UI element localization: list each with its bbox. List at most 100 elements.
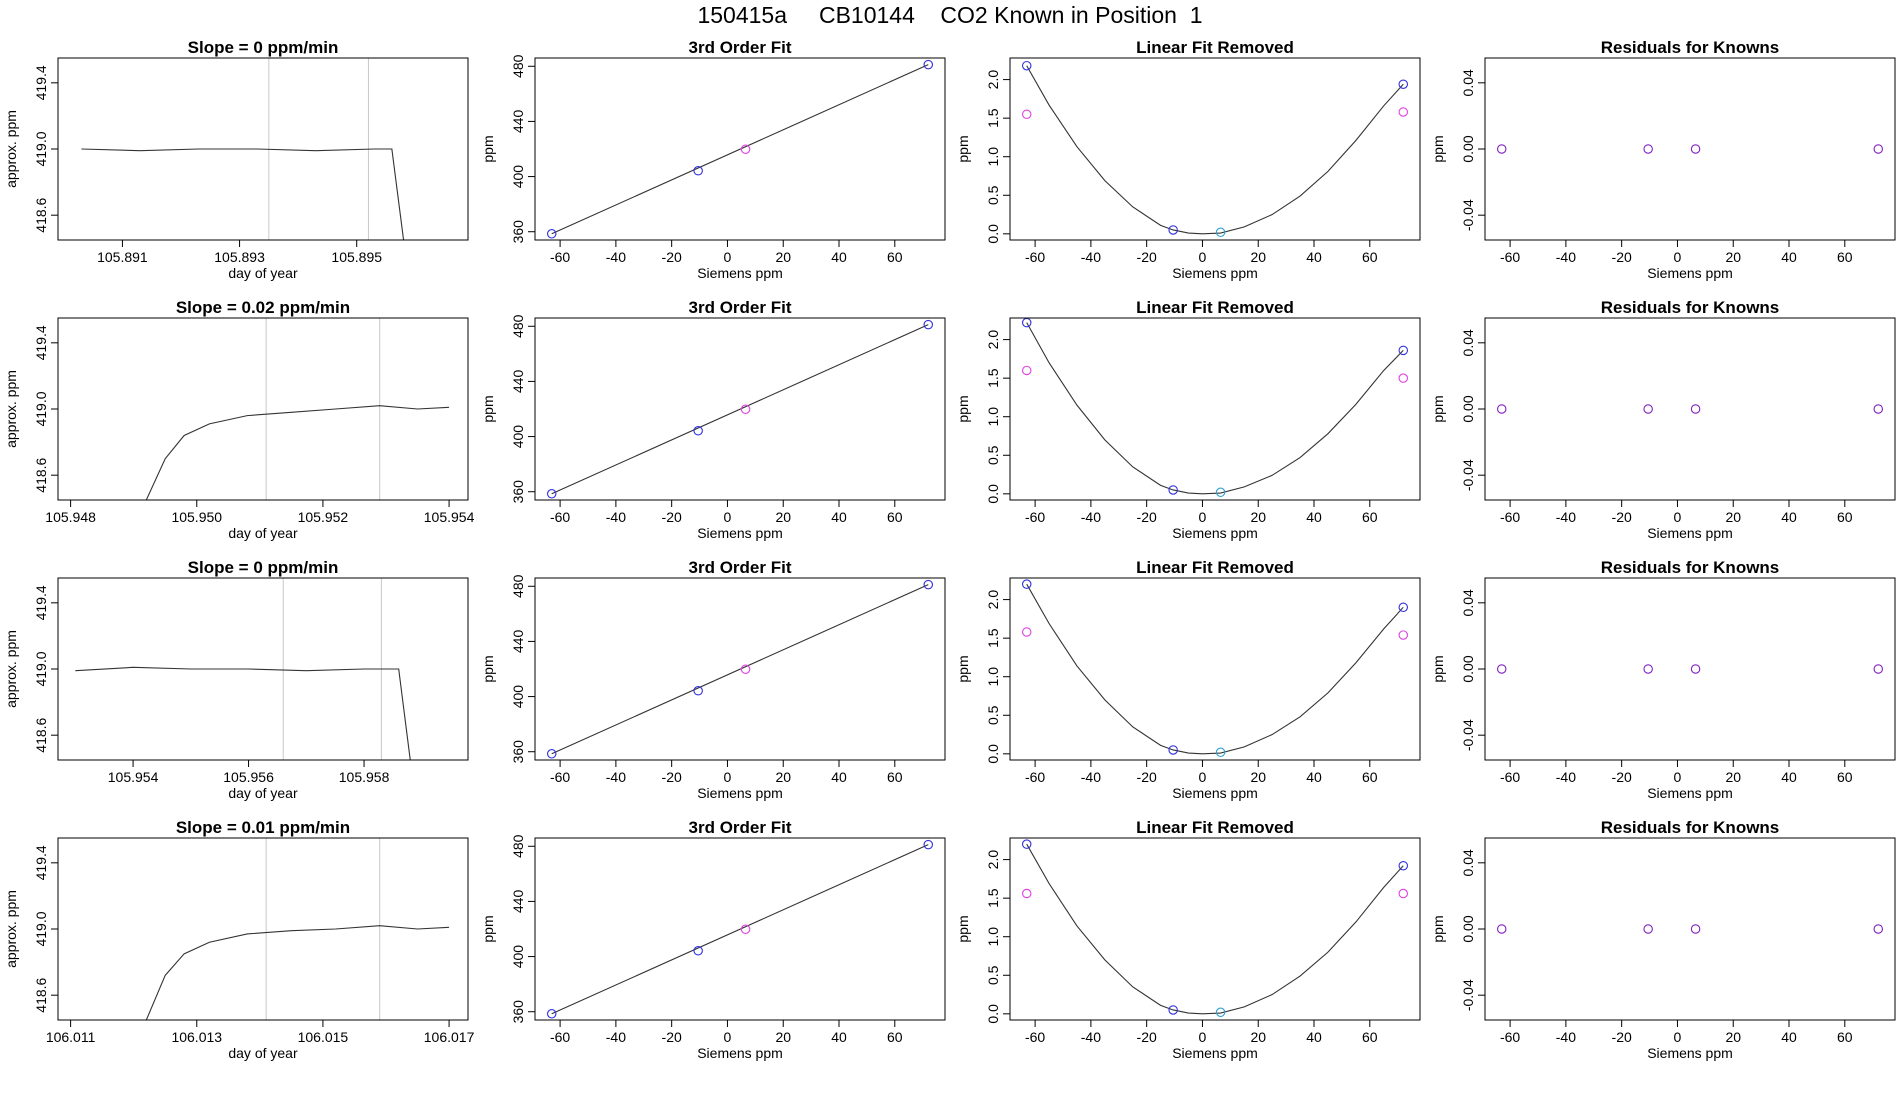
y-tick-label: 0.5 [985, 185, 1001, 205]
y-axis-label: ppm [1430, 915, 1446, 942]
x-tick-label: -40 [1081, 1029, 1101, 1045]
x-tick-label: -40 [1556, 249, 1576, 265]
chart-panel: -60 -40 -20 0 20 40 60 -0.04 0.00 0.04 Residuals f… [1430, 298, 1896, 541]
data-point [1168, 745, 1178, 755]
y-tick-label: 419.0 [33, 131, 49, 166]
y-tick-label: 418.6 [33, 977, 49, 1012]
y-tick-label: 440 [510, 630, 526, 654]
y-tick-label: 419.0 [33, 391, 49, 426]
chart-panel: -60 -40 -20 0 20 40 60 -0.04 0.00 0.04 Residuals f… [1430, 818, 1896, 1061]
chart-title: Slope = 0 ppm/min [188, 558, 339, 577]
x-axis-label: Siemens ppm [1647, 525, 1733, 541]
x-tick-label: 60 [1362, 769, 1378, 785]
y-tick-label: 1.0 [985, 147, 1001, 167]
page-title: 150415a CB10144 CO2 Known in Position 1 [697, 2, 1203, 28]
x-tick-label: -20 [1137, 769, 1157, 785]
x-tick-label: 60 [1837, 509, 1853, 525]
data-point [1021, 627, 1032, 637]
y-tick-label: 2.0 [985, 330, 1001, 350]
plot-frame [57, 837, 469, 1021]
x-tick-label: 40 [831, 769, 847, 785]
y-axis-label: ppm [480, 135, 496, 162]
data-point [1398, 107, 1409, 117]
x-axis-label: day of year [228, 265, 298, 281]
data-point [1021, 109, 1032, 120]
x-tick-label: -60 [550, 1029, 570, 1045]
data-point [1643, 144, 1653, 154]
fit-curve [551, 324, 929, 495]
y-axis-label: ppm [1430, 395, 1446, 422]
y-tick-label: 400 [510, 165, 526, 189]
data-point [1021, 839, 1032, 849]
plot-frame [1484, 317, 1896, 501]
x-tick-label: 105.954 [108, 769, 159, 785]
y-tick-label: 0.04 [1460, 849, 1476, 876]
x-tick-label: -60 [550, 249, 570, 265]
chart-title: Residuals for Knowns [1601, 558, 1780, 577]
x-tick-label: -60 [1025, 249, 1045, 265]
y-tick-label: 480 [510, 314, 526, 338]
y-tick-label: -0.04 [1460, 979, 1476, 1011]
data-point [693, 686, 703, 696]
plot-frame [1009, 577, 1421, 761]
chart-panel: 105.891 105.893 105.895 418.6 419.0 419.4 Slop… [3, 38, 469, 281]
x-tick-label: 60 [1837, 249, 1853, 265]
y-tick-label: 0.0 [985, 744, 1001, 764]
x-tick-label: -20 [1612, 509, 1632, 525]
x-tick-label: 60 [887, 769, 903, 785]
x-tick-label: 0 [1199, 249, 1207, 265]
x-tick-label: 20 [1725, 1029, 1741, 1045]
plot-frame [1009, 837, 1421, 1021]
y-tick-label: 480 [510, 54, 526, 78]
x-tick-label: -60 [1500, 769, 1520, 785]
plot-frame [1009, 57, 1421, 241]
chart-title: 3rd Order Fit [689, 38, 792, 57]
y-tick-label: 400 [510, 685, 526, 709]
x-tick-label: 60 [1362, 1029, 1378, 1045]
data-point [1398, 345, 1409, 356]
y-tick-label: 0.00 [1460, 655, 1476, 682]
data-point [923, 319, 934, 330]
data-point [693, 426, 703, 436]
chart-panel: 106.011 106.013 106.015 106.017 418.6 419.0 41… [3, 818, 475, 1061]
y-tick-label: 0.0 [985, 224, 1001, 244]
x-tick-label: -40 [606, 1029, 626, 1045]
data-point [1215, 1007, 1226, 1018]
x-tick-label: 105.956 [223, 769, 274, 785]
x-tick-label: 105.893 [214, 249, 265, 265]
y-tick-label: 419.4 [33, 325, 49, 360]
data-point [1496, 924, 1507, 934]
chart-panel: -60 -40 -20 0 20 40 60 0.0 0.5 1.0 1.5 2.0 Linear Fi… [955, 818, 1421, 1061]
x-tick-label: -60 [1500, 249, 1520, 265]
x-tick-label: 60 [887, 509, 903, 525]
x-tick-label: 20 [1725, 769, 1741, 785]
x-tick-label: 40 [1306, 249, 1322, 265]
chart-panel: -60 -40 -20 0 20 40 60 0.0 0.5 1.0 1.5 2.0 Linear Fi… [955, 298, 1421, 541]
data-point [740, 404, 751, 415]
x-tick-label: -40 [606, 509, 626, 525]
chart-title: Slope = 0.01 ppm/min [176, 818, 350, 837]
data-point [1496, 144, 1507, 154]
plot-frame [534, 577, 946, 761]
x-tick-label: 20 [775, 249, 791, 265]
plot-frame [57, 317, 469, 501]
fit-curve [551, 64, 929, 235]
data-point [1690, 144, 1701, 154]
x-tick-label: -60 [550, 769, 570, 785]
y-tick-label: 1.5 [985, 108, 1001, 128]
y-axis-label: ppm [955, 135, 971, 162]
chart-title: Linear Fit Removed [1136, 558, 1294, 577]
x-tick-label: 0 [1674, 1029, 1682, 1045]
data-point [546, 1009, 557, 1019]
x-tick-label: -20 [1612, 249, 1632, 265]
y-tick-label: 418.6 [33, 717, 49, 752]
data-point [546, 229, 557, 239]
data-point [1873, 144, 1884, 154]
y-tick-label: 360 [510, 1000, 526, 1024]
x-tick-label: 106.017 [424, 1029, 475, 1045]
data-point [1643, 404, 1653, 414]
data-point [1398, 79, 1409, 89]
data-point [546, 749, 557, 759]
plot-frame [1484, 57, 1896, 241]
x-tick-label: 0 [1674, 769, 1682, 785]
